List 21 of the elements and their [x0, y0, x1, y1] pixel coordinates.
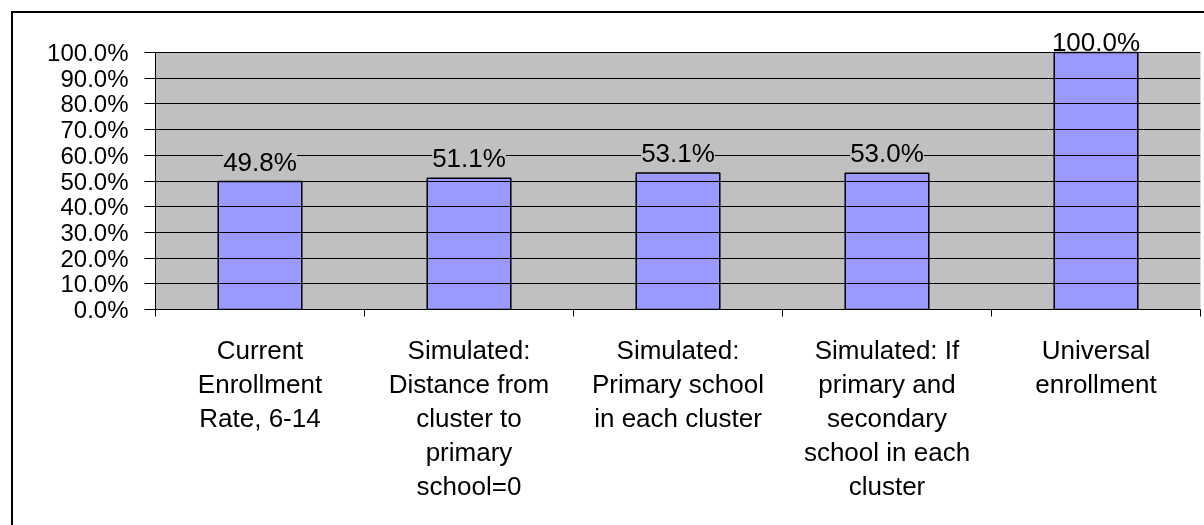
y-tick-label: 70.0% [60, 116, 129, 144]
x-tick-label: Universal enrollment [1035, 334, 1158, 399]
y-tick-label: 100.0% [47, 39, 129, 66]
y-tick-label: 40.0% [60, 193, 129, 221]
x-tick-label: Simulated: If primary and secondary school in each cluster [803, 334, 971, 502]
y-tick-label: 90.0% [60, 64, 129, 92]
data-label: 100.0% [1051, 26, 1141, 57]
y-tick-label: 80.0% [60, 90, 129, 118]
x-tick-label: Simulated: Primary school in each cluster [592, 334, 764, 433]
y-tick-label: 30.0% [60, 218, 129, 246]
y-tick-label: 60.0% [60, 141, 129, 169]
y-tick-label: 0.0% [73, 296, 129, 323]
y-tick-label: 20.0% [60, 244, 129, 272]
data-label: 53.0% [850, 138, 924, 169]
y-tick-label: 10.0% [60, 270, 129, 298]
x-tick-label: Simulated: Distance from cluster to primary school=0 [388, 334, 550, 502]
y-tick-label: 50.0% [60, 167, 129, 195]
data-label: 49.8% [223, 146, 297, 177]
data-label: 53.1% [641, 138, 715, 169]
x-tick-label: Current Enrollment Rate, 6-14 [197, 334, 323, 433]
data-label: 51.1% [432, 143, 506, 174]
